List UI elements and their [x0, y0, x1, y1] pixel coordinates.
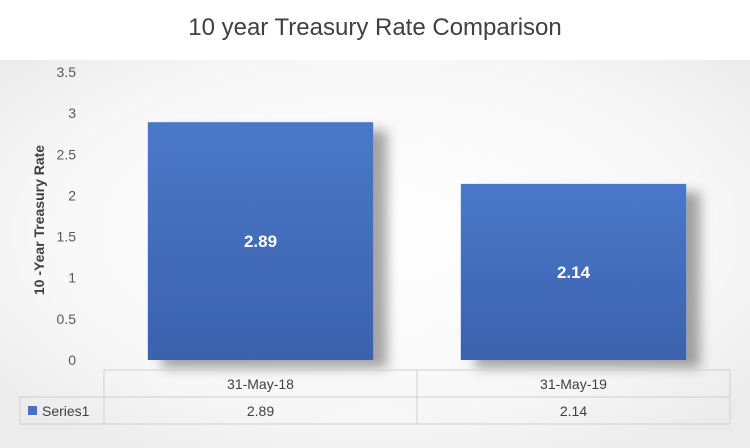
table-value: 2.14	[560, 403, 587, 419]
y-tick-label: 2	[68, 187, 76, 203]
bar-data-label: 2.14	[557, 263, 591, 282]
y-tick-label: 3.5	[57, 64, 77, 80]
bars: 2.89 2.14	[147, 122, 687, 361]
legend-series-name: Series1	[42, 403, 90, 419]
table-category-label: 31-May-19	[540, 376, 607, 392]
chart-title: 10 year Treasury Rate Comparison	[188, 14, 562, 41]
y-tick-label: 2.5	[57, 146, 77, 162]
y-axis-ticks: 0 0.5 1 1.5 2 2.5 3 3.5	[57, 64, 77, 368]
y-axis-label: 10 -Year Treasury Rate	[31, 145, 47, 295]
table-value: 2.89	[247, 403, 274, 419]
legend-key	[28, 406, 37, 415]
bar-data-label: 2.89	[244, 232, 277, 251]
table-category-label: 31-May-18	[227, 376, 294, 392]
bar-31-May-19	[460, 183, 687, 360]
y-tick-label: 1.5	[57, 229, 77, 245]
y-tick-label: 3	[68, 105, 76, 121]
bar-31-May-18	[147, 122, 374, 361]
data-table: 31-May-18 31-May-19 Series1 2.89 2.14	[19, 369, 731, 425]
y-tick-label: 1	[68, 270, 76, 286]
y-tick-label: 0	[68, 352, 76, 368]
y-tick-label: 0.5	[57, 311, 77, 327]
